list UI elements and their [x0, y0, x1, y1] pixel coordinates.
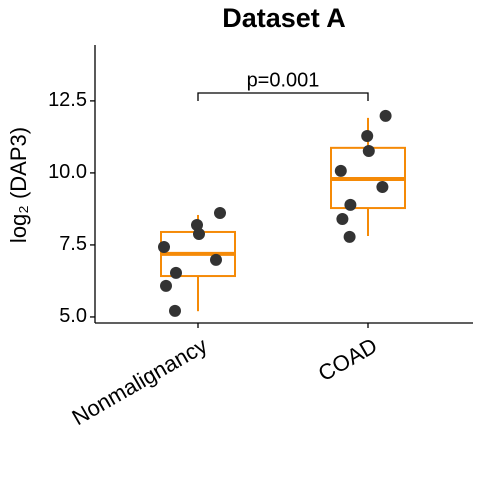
y-tick-label: 7.5 — [59, 233, 87, 255]
data-point — [361, 130, 374, 143]
data-point — [160, 279, 172, 292]
y-tick-label: 5.0 — [59, 305, 87, 327]
y-tick-label: 10.0 — [48, 161, 87, 183]
data-point — [344, 198, 357, 211]
data-point — [362, 145, 375, 158]
significance-bracket — [197, 92, 369, 101]
annotation: p=0.001 — [247, 69, 320, 91]
chart-title: Dataset A — [222, 3, 346, 33]
data-point — [191, 219, 203, 232]
x-tick-label: Nonmalignancy — [68, 333, 212, 430]
data-point — [158, 240, 170, 253]
x-tick-label: COAD — [314, 333, 382, 386]
data-point — [193, 227, 205, 240]
data-point — [336, 213, 349, 226]
data-point — [214, 206, 226, 219]
data-point — [379, 109, 392, 122]
y-axis-label: log₂ (DAP3) — [6, 127, 31, 243]
y-tick-label: 12.5 — [48, 89, 87, 111]
data-point — [334, 164, 347, 177]
data-point — [169, 304, 181, 317]
data-point — [210, 253, 222, 266]
data-point — [376, 181, 389, 194]
data-point — [343, 230, 356, 243]
data-point — [170, 266, 182, 279]
